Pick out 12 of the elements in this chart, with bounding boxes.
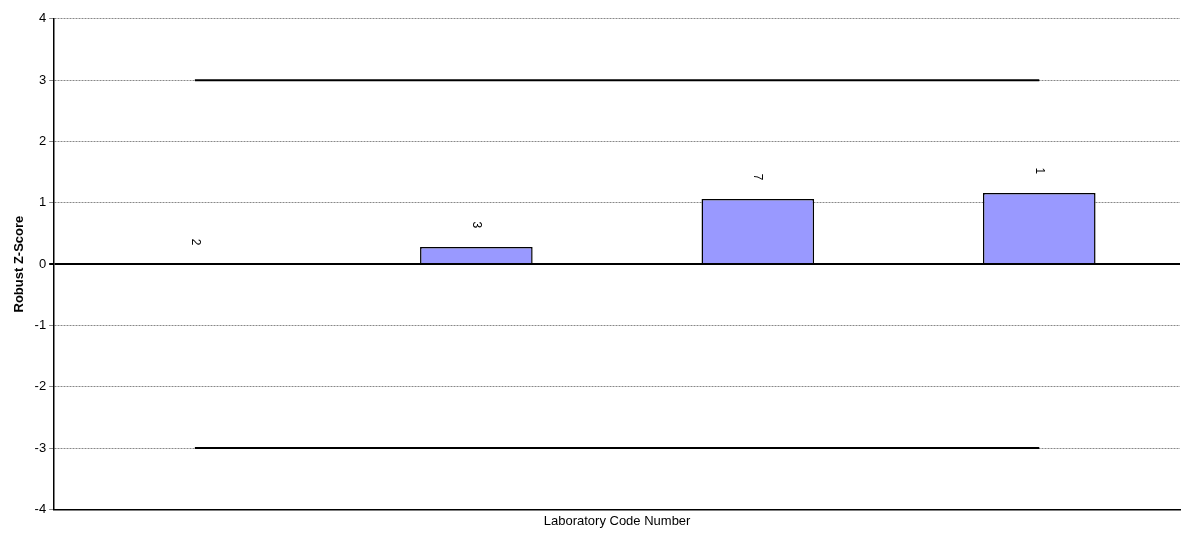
y-tick-label: -4 xyxy=(34,500,47,516)
y-tick-label: 3 xyxy=(38,71,47,87)
y-axis-title: Robust Z-Score xyxy=(11,215,27,313)
x-tick-label: 7 xyxy=(751,173,766,181)
y-tick-label: 4 xyxy=(38,10,47,26)
y-tick-label: 2 xyxy=(38,133,47,149)
x-axis-title: Laboratory Code Number xyxy=(543,512,692,528)
y-tick-label: -1 xyxy=(34,317,47,332)
y-tick-label: -2 xyxy=(34,378,47,394)
y-tick-label: 1 xyxy=(38,194,47,210)
y-tick-label: 0 xyxy=(38,255,47,271)
y-tick-label: -3 xyxy=(34,439,47,455)
